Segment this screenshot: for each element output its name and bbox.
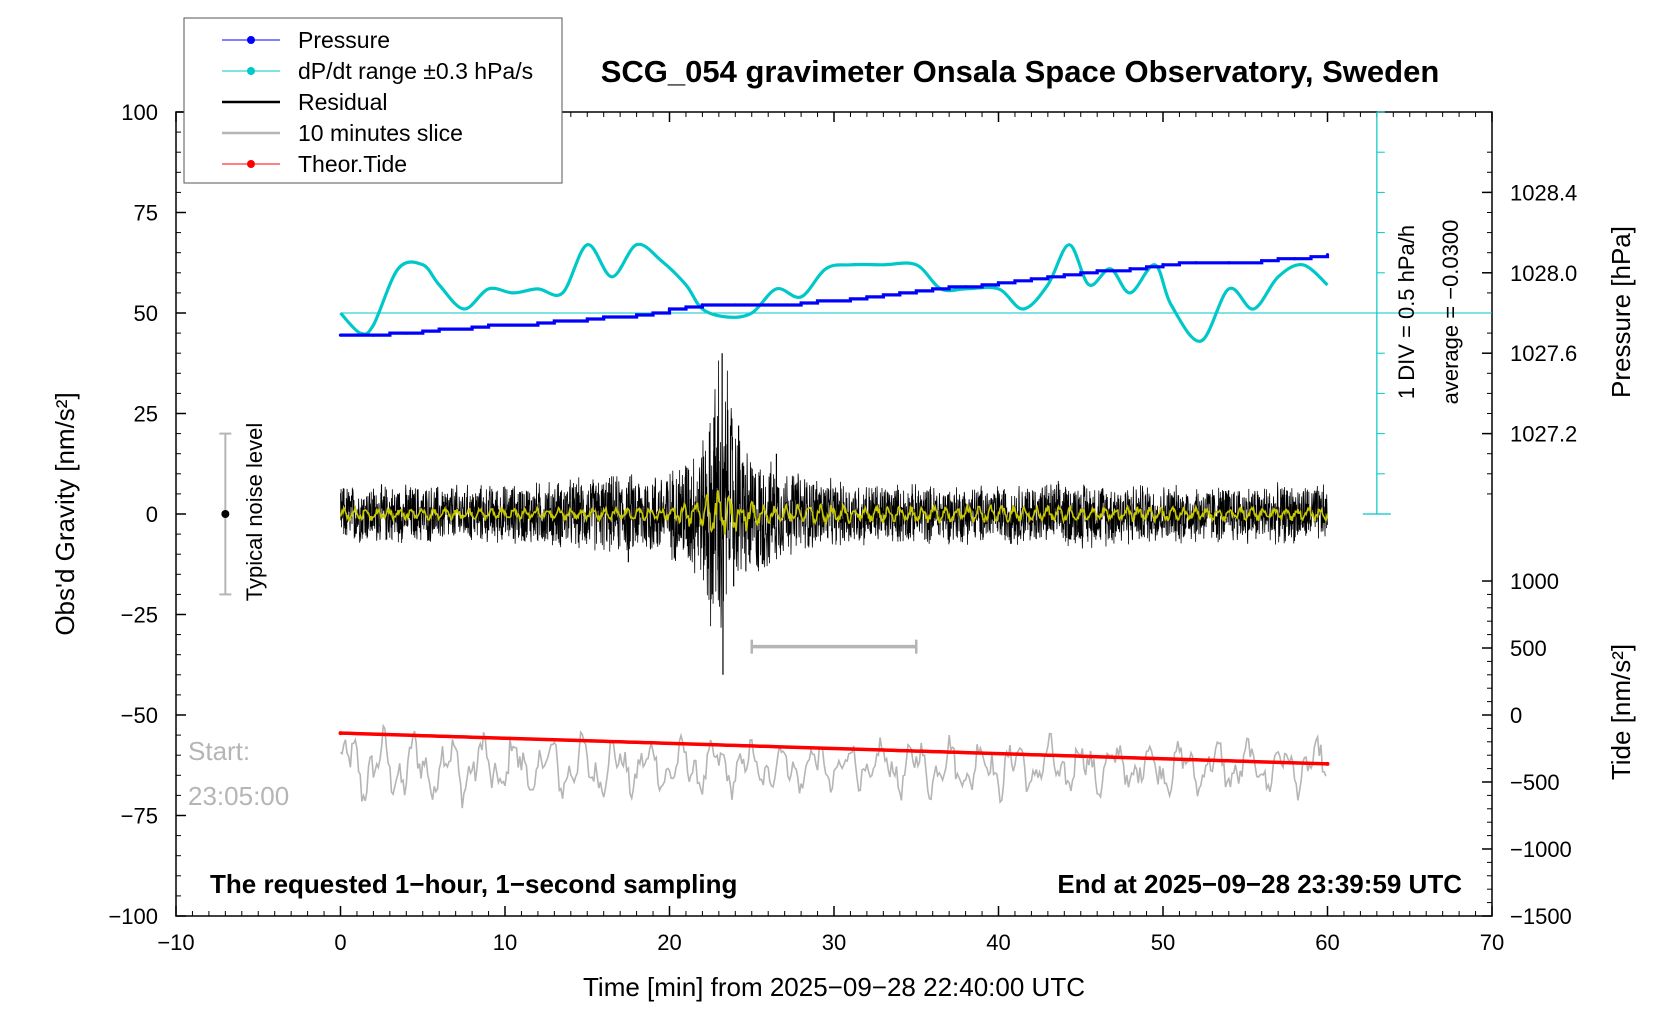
pressure-scale-note: 1 DIV = 0.5 hPa/h bbox=[1394, 225, 1419, 399]
y-tick-label: 50 bbox=[134, 301, 158, 326]
noise-level-center bbox=[221, 510, 230, 518]
pressure-point bbox=[569, 319, 573, 323]
pressure-point bbox=[338, 333, 343, 337]
y-tick-label: −75 bbox=[121, 804, 158, 829]
legend-label-slice: 10 minutes slice bbox=[298, 120, 463, 146]
footer-left-note: The requested 1−hour, 1−second sampling bbox=[210, 869, 737, 899]
pressure-point bbox=[1062, 273, 1066, 277]
pressure-point bbox=[1194, 261, 1198, 265]
pressure-tick-label: 1027.6 bbox=[1510, 341, 1577, 366]
y-tick-label: 75 bbox=[134, 201, 158, 226]
y-tick-label: −25 bbox=[121, 603, 158, 628]
y-axis-label-pressure: Pressure [hPa] bbox=[1606, 226, 1636, 398]
series-residual-smoothed-line bbox=[339, 490, 1329, 535]
start-label: Start: bbox=[188, 736, 250, 766]
pressure-point bbox=[371, 333, 375, 337]
pressure-point bbox=[1260, 259, 1264, 263]
footer-right-note: End at 2025−09−28 23:39:59 UTC bbox=[1057, 869, 1462, 899]
pressure-tick-label: 1027.2 bbox=[1510, 422, 1577, 447]
x-tick-label: −10 bbox=[157, 930, 194, 955]
legend-marker-pressure bbox=[247, 36, 255, 44]
pressure-point bbox=[602, 315, 606, 319]
legend-label-dpdt: dP/dt range ±0.3 hPa/s bbox=[298, 58, 533, 84]
series-tide-line bbox=[340, 731, 1328, 766]
legend-item-pressure: Pressure bbox=[222, 27, 390, 53]
tide-tick-label: −1500 bbox=[1510, 904, 1572, 929]
pressure-point bbox=[865, 295, 869, 299]
y-tick-label: −50 bbox=[121, 703, 158, 728]
legend-marker-dpdt bbox=[247, 67, 255, 75]
legend-label-tide: Theor.Tide bbox=[298, 151, 407, 177]
tide-tick-label: 500 bbox=[1510, 636, 1547, 661]
pressure-point bbox=[700, 303, 705, 307]
pressure-point bbox=[1227, 261, 1231, 265]
x-tick-label: 70 bbox=[1480, 930, 1504, 955]
tide-point bbox=[338, 731, 343, 736]
tide-tick-label: −1000 bbox=[1510, 837, 1572, 862]
pressure-point bbox=[1095, 269, 1099, 273]
tide-point bbox=[1325, 761, 1330, 766]
tide-tick-label: 0 bbox=[1510, 703, 1522, 728]
legend: Pressure dP/dt range ±0.3 hPa/s Residual… bbox=[183, 17, 563, 184]
x-axis-label: Time [min] from 2025−09−28 22:40:00 UTC bbox=[583, 972, 1085, 1002]
y-tick-label: 100 bbox=[121, 100, 158, 125]
y-axis-label-left: Obs'd Gravity [nm/s²] bbox=[50, 392, 80, 635]
series-residual-line bbox=[340, 360, 1328, 628]
x-tick-label: 50 bbox=[1151, 930, 1175, 955]
pressure-point bbox=[898, 291, 902, 295]
pressure-point bbox=[1128, 267, 1132, 271]
tide-tick-label: 1000 bbox=[1510, 569, 1559, 594]
x-tick-label: 20 bbox=[657, 930, 681, 955]
pressure-tick-label: 1028.0 bbox=[1510, 261, 1577, 286]
legend-label-pressure: Pressure bbox=[298, 27, 390, 53]
pressure-tick-label: 1028.4 bbox=[1510, 180, 1577, 205]
pressure-point bbox=[1325, 253, 1330, 257]
axis-ticks: −10 0 10 20 30 40 50 60 701007550250−25−50−75−10… bbox=[108, 100, 1577, 955]
pressure-average-note: average = −0.0300 bbox=[1438, 220, 1463, 405]
pressure-point bbox=[536, 321, 540, 325]
pressure-point bbox=[404, 331, 408, 335]
x-tick-label: 60 bbox=[1315, 930, 1339, 955]
pressure-point bbox=[470, 325, 474, 329]
legend-box bbox=[183, 17, 563, 184]
legend-marker-tide bbox=[247, 160, 255, 168]
legend-item-dpdt: dP/dt range ±0.3 hPa/s bbox=[222, 58, 533, 84]
x-tick-label: 40 bbox=[986, 930, 1010, 955]
tide-tick-label: −500 bbox=[1510, 770, 1560, 795]
x-tick-label: 0 bbox=[334, 930, 346, 955]
legend-item-slice: 10 minutes slice bbox=[222, 120, 463, 146]
legend-label-residual: Residual bbox=[298, 89, 388, 115]
series-layer bbox=[338, 242, 1492, 809]
pressure-point bbox=[996, 281, 1001, 285]
pressure-point bbox=[964, 285, 968, 289]
start-time: 23:05:00 bbox=[188, 781, 289, 811]
pressure-point bbox=[503, 323, 507, 327]
y-tick-label: 25 bbox=[134, 402, 158, 427]
pressure-point bbox=[931, 287, 935, 291]
y-tick-label: 0 bbox=[146, 502, 158, 527]
pressure-point bbox=[635, 313, 639, 317]
pressure-point bbox=[733, 303, 737, 307]
x-tick-label: 30 bbox=[822, 930, 846, 955]
y-axis-label-tide: Tide [nm/s²] bbox=[1606, 644, 1636, 780]
series-slice-line bbox=[339, 723, 1327, 809]
noise-level-label: Typical noise level bbox=[242, 423, 267, 602]
pressure-point bbox=[667, 307, 672, 311]
y-tick-label: −100 bbox=[108, 904, 158, 929]
chart-title: SCG_054 gravimeter Onsala Space Observat… bbox=[601, 54, 1440, 89]
x-tick-label: 10 bbox=[493, 930, 517, 955]
pressure-point bbox=[832, 299, 836, 303]
pressure-point bbox=[766, 303, 770, 307]
pressure-point bbox=[1293, 257, 1297, 261]
legend-item-residual: Residual bbox=[222, 89, 388, 115]
pressure-point bbox=[1161, 263, 1165, 267]
pressure-point bbox=[1029, 277, 1033, 281]
legend-item-tide: Theor.Tide bbox=[222, 151, 407, 177]
pressure-point bbox=[437, 327, 441, 331]
pressure-point bbox=[799, 301, 803, 305]
annotation-layer bbox=[219, 111, 1391, 654]
